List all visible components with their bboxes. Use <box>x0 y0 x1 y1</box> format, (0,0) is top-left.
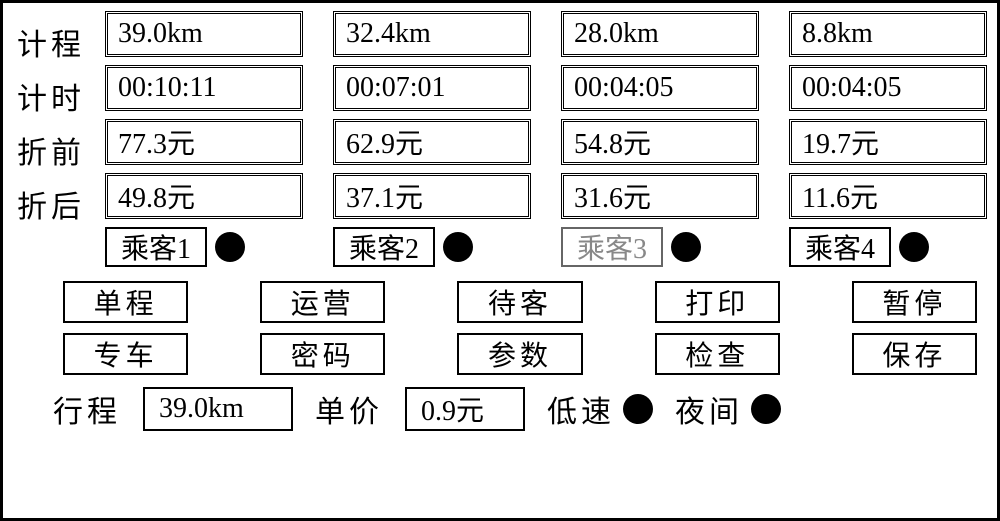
passenger-col-1: 39.0km 00:10:11 77.3元 49.8元 乘客1 <box>105 11 303 267</box>
lowspeed-indicator: 低速 <box>547 387 653 431</box>
passenger-columns: 39.0km 00:10:11 77.3元 49.8元 乘客1 32.4km 0… <box>101 11 987 267</box>
night-icon <box>751 394 781 424</box>
p2-indicator-icon <box>443 232 473 262</box>
p2-pre: 62.9元 <box>333 119 531 165</box>
label-post: 折后 <box>13 177 101 231</box>
lowspeed-label: 低速 <box>547 387 615 431</box>
price-label: 单价 <box>315 387 383 431</box>
button-row-2: 专车 密码 参数 检查 保存 <box>63 333 977 375</box>
p4-distance: 8.8km <box>789 11 987 57</box>
trip-value: 39.0km <box>143 387 293 431</box>
check-button[interactable]: 检查 <box>655 333 780 375</box>
p1-pre: 77.3元 <box>105 119 303 165</box>
price-value: 0.9元 <box>405 387 525 431</box>
p2-time: 00:07:01 <box>333 65 531 111</box>
p1-distance: 39.0km <box>105 11 303 57</box>
p3-time: 00:04:05 <box>561 65 759 111</box>
p4-pre: 19.7元 <box>789 119 987 165</box>
p4-indicator-icon <box>899 232 929 262</box>
night-indicator: 夜间 <box>675 387 781 431</box>
p1-indicator-icon <box>215 232 245 262</box>
passenger-grid: 计程 计时 折前 折后 39.0km 00:10:11 77.3元 49.8元 … <box>13 11 987 267</box>
p2-tag[interactable]: 乘客2 <box>333 227 435 267</box>
p4-tag[interactable]: 乘客4 <box>789 227 891 267</box>
p2-post: 37.1元 <box>333 173 531 219</box>
passenger-col-3: 28.0km 00:04:05 54.8元 31.6元 乘客3 <box>561 11 759 267</box>
operate-button[interactable]: 运营 <box>260 281 385 323</box>
p3-indicator-icon <box>671 232 701 262</box>
trip-label: 行程 <box>53 387 121 431</box>
lowspeed-icon <box>623 394 653 424</box>
p3-tag-row: 乘客3 <box>561 227 759 267</box>
p1-tag[interactable]: 乘客1 <box>105 227 207 267</box>
special-button[interactable]: 专车 <box>63 333 188 375</box>
p3-pre: 54.8元 <box>561 119 759 165</box>
meter-screen: 计程 计时 折前 折后 39.0km 00:10:11 77.3元 49.8元 … <box>0 0 1000 521</box>
row-labels: 计程 计时 折前 折后 <box>13 11 101 267</box>
p4-time: 00:04:05 <box>789 65 987 111</box>
p3-tag[interactable]: 乘客3 <box>561 227 663 267</box>
pause-button[interactable]: 暂停 <box>852 281 977 323</box>
label-distance: 计程 <box>13 15 101 69</box>
passenger-col-2: 32.4km 00:07:01 62.9元 37.1元 乘客2 <box>333 11 531 267</box>
save-button[interactable]: 保存 <box>852 333 977 375</box>
footer: 行程 39.0km 单价 0.9元 低速 夜间 <box>53 387 987 431</box>
waiting-button[interactable]: 待客 <box>457 281 582 323</box>
params-button[interactable]: 参数 <box>457 333 582 375</box>
button-row-1: 单程 运营 待客 打印 暂停 <box>63 281 977 323</box>
p1-post: 49.8元 <box>105 173 303 219</box>
p3-post: 31.6元 <box>561 173 759 219</box>
print-button[interactable]: 打印 <box>655 281 780 323</box>
oneway-button[interactable]: 单程 <box>63 281 188 323</box>
p2-tag-row: 乘客2 <box>333 227 531 267</box>
p2-distance: 32.4km <box>333 11 531 57</box>
p4-tag-row: 乘客4 <box>789 227 987 267</box>
label-time: 计时 <box>13 69 101 123</box>
p1-tag-row: 乘客1 <box>105 227 303 267</box>
p1-time: 00:10:11 <box>105 65 303 111</box>
night-label: 夜间 <box>675 387 743 431</box>
p4-post: 11.6元 <box>789 173 987 219</box>
label-pre: 折前 <box>13 123 101 177</box>
passenger-col-4: 8.8km 00:04:05 19.7元 11.6元 乘客4 <box>789 11 987 267</box>
button-rows: 单程 运营 待客 打印 暂停 专车 密码 参数 检查 保存 <box>63 281 977 375</box>
p3-distance: 28.0km <box>561 11 759 57</box>
password-button[interactable]: 密码 <box>260 333 385 375</box>
